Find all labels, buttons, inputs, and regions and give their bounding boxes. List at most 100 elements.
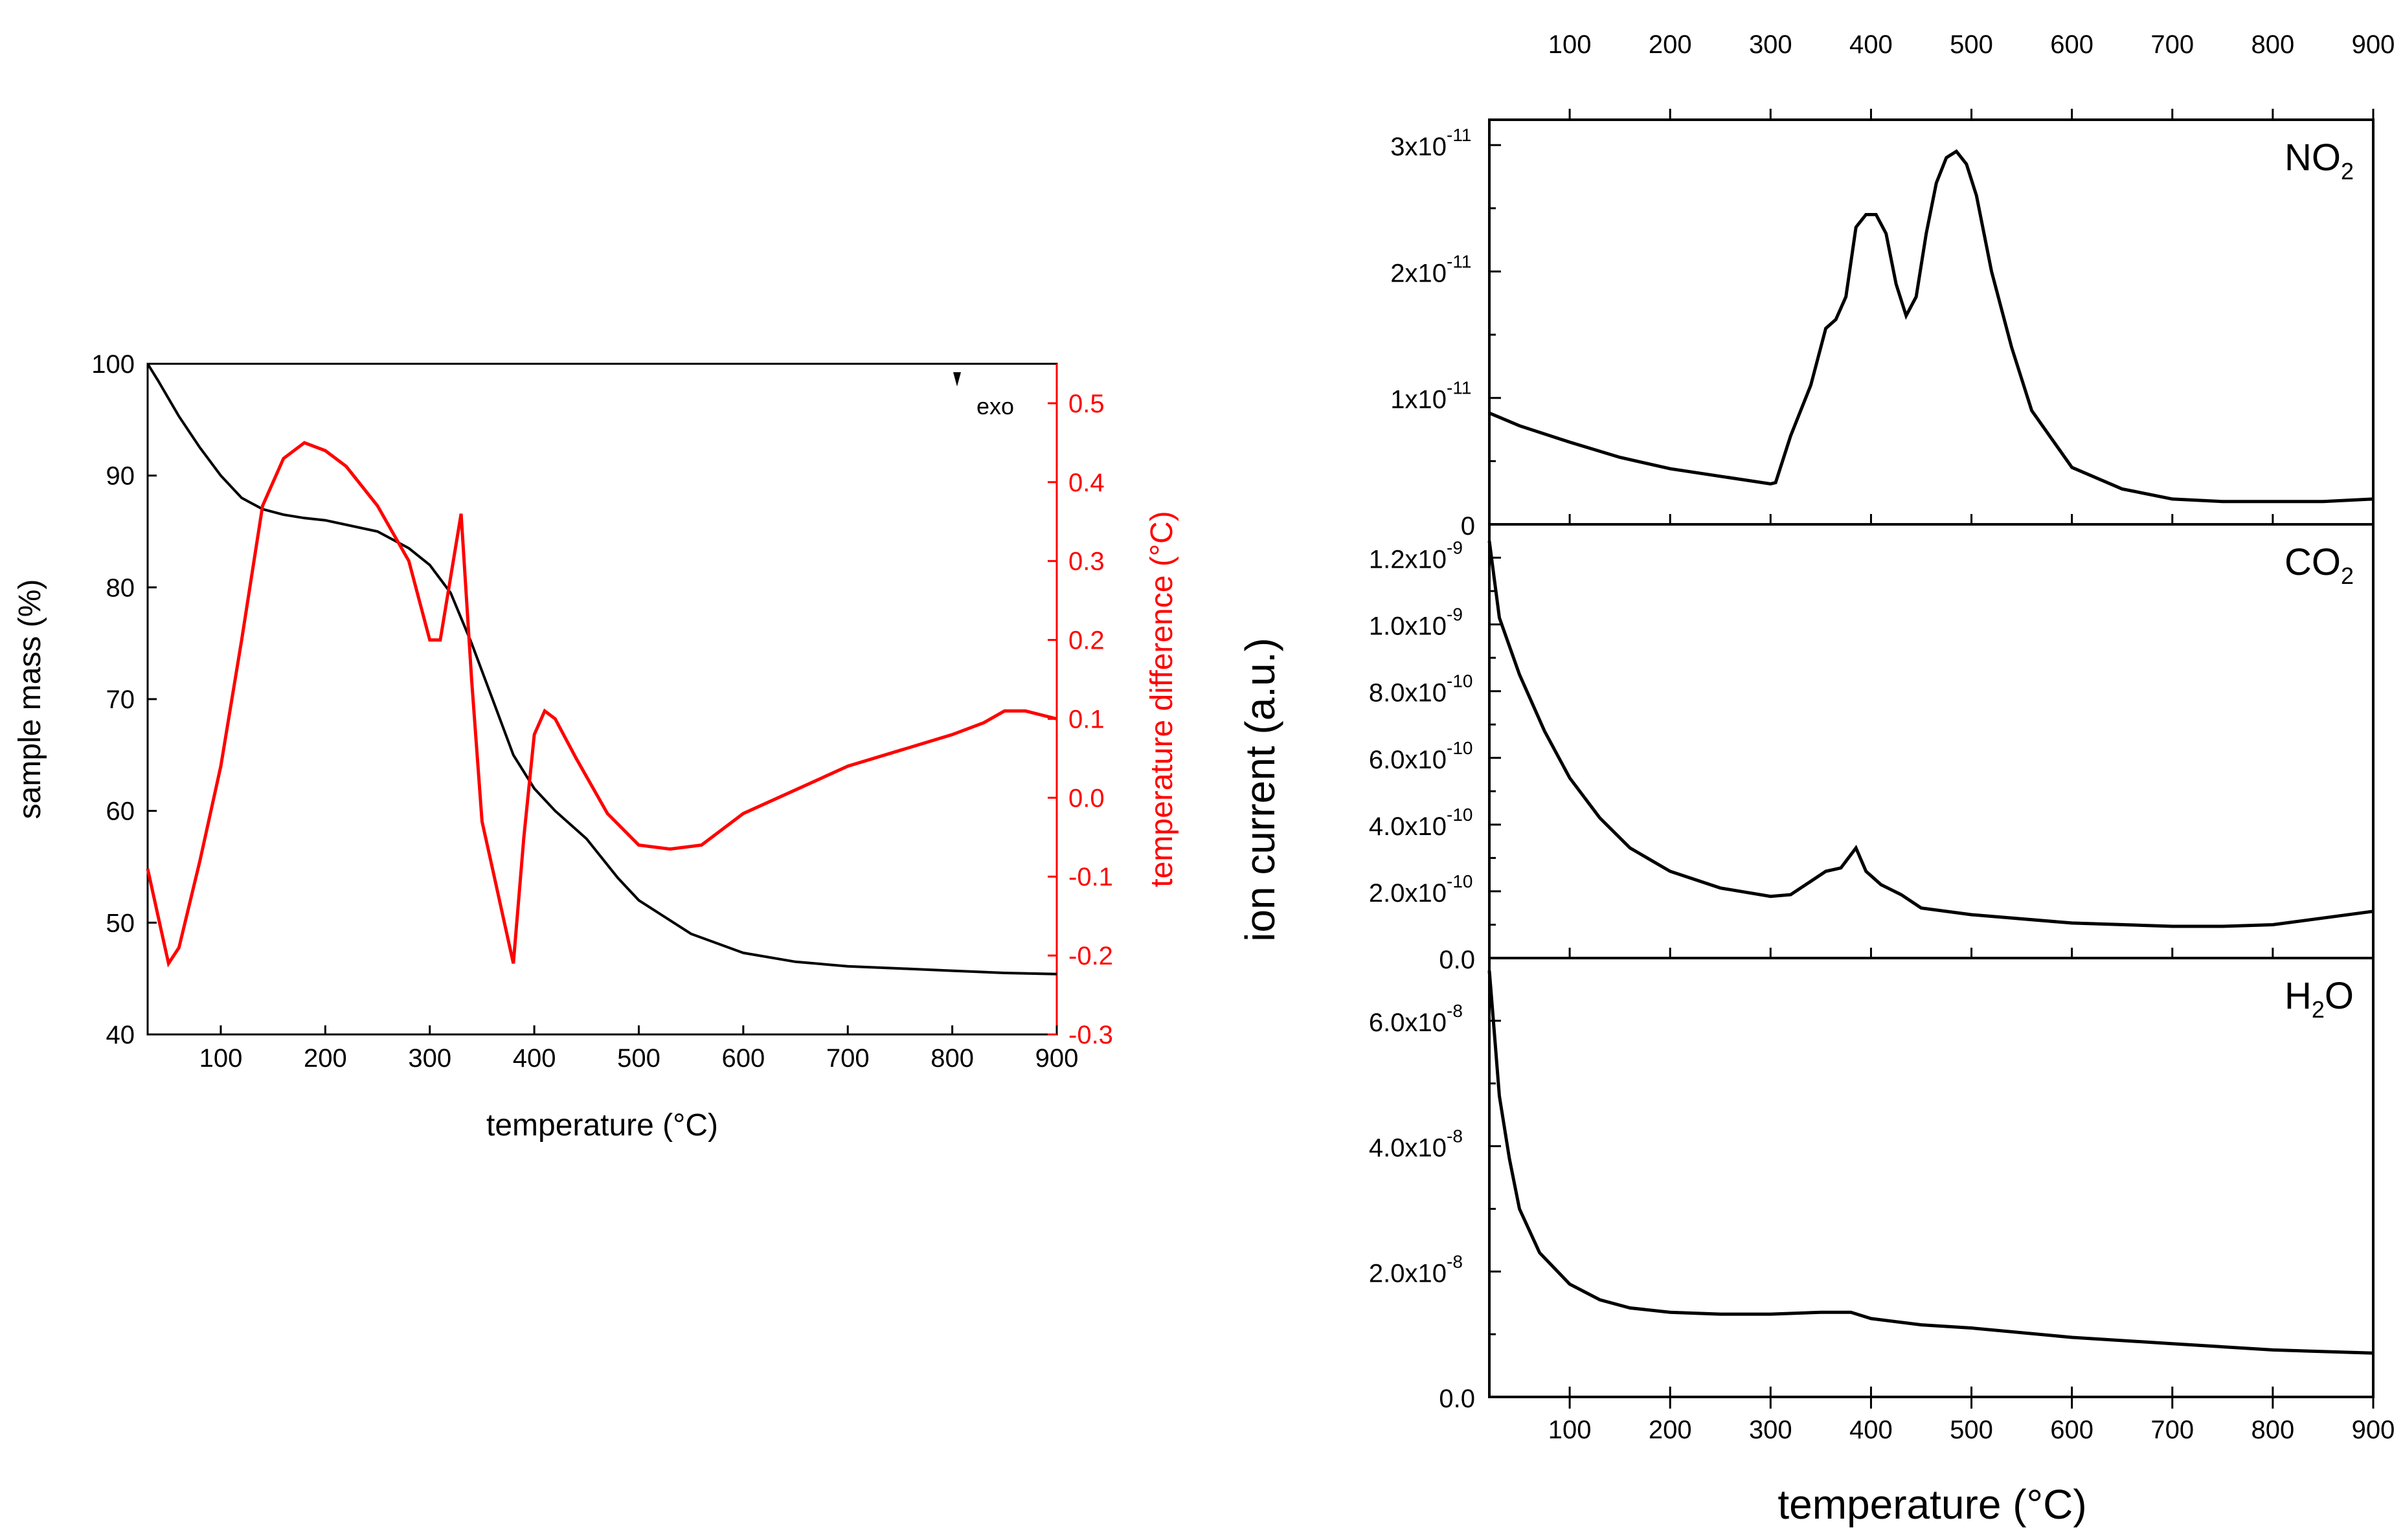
y2-tick-label: 0.2: [1068, 627, 1105, 655]
top-x-tick-label: 300: [1749, 30, 1792, 59]
bottom-x-tick-label: 400: [1849, 1416, 1893, 1444]
top-x-tick-label: 800: [2251, 30, 2295, 59]
top-x-tick-label: 900: [2352, 30, 2395, 59]
series-line-co2: [1487, 541, 2374, 928]
right-bottom-x-axis: 100 200 300 400 500 600 700 800 900: [1548, 1397, 2395, 1444]
y-tick-label: 2.0x10: [1369, 879, 1447, 908]
y-tick-exponent: -11: [1447, 251, 1471, 271]
bottom-x-tick-label: 200: [1649, 1416, 1692, 1444]
y-tick-label: 2x10: [1390, 259, 1447, 287]
y-tick-label: 100: [91, 350, 135, 379]
y-tick-label: 1.0x10: [1369, 612, 1447, 641]
top-x-tick-label: 400: [1849, 30, 1893, 59]
y-tick-label: 2.0x10: [1369, 1259, 1447, 1288]
panel-label: H2O: [2285, 975, 2354, 1023]
series-line-h2o: [1487, 970, 2374, 1355]
bottom-x-tick-label: 700: [2150, 1416, 2194, 1444]
left-x-axis: 100 200 300 400 500 600 700 800 900: [199, 1025, 1079, 1073]
y-tick-label: 40: [106, 1021, 135, 1049]
bottom-x-tick-label: 500: [1950, 1416, 1993, 1444]
y2-tick-label: 0.4: [1068, 469, 1105, 497]
bottom-x-tick-label: 900: [2352, 1416, 2395, 1444]
y-tick-exponent: -11: [1447, 125, 1471, 145]
y-tick-label: 60: [106, 798, 135, 826]
panel-label: CO2: [2285, 541, 2354, 589]
y-tick-label: 50: [106, 909, 135, 937]
y-tick-exponent: -9: [1447, 538, 1463, 558]
y-tick-exponent: -10: [1447, 871, 1472, 891]
right-top-x-axis: 100 200 300 400 500 600 700 800 900: [1548, 30, 2395, 120]
x-tick-label: 400: [513, 1044, 556, 1073]
y-tick-label: 4.0x10: [1369, 812, 1447, 841]
left-y-axis-title: sample mass (%): [13, 579, 47, 820]
y-tick-label: 0: [1461, 512, 1475, 541]
series-line-sample-mass: [146, 363, 1057, 976]
series-line-no2: [1489, 149, 2374, 504]
top-x-tick-label: 600: [2050, 30, 2093, 59]
y-tick-label: 80: [106, 574, 135, 602]
y-tick-exponent: -10: [1447, 805, 1472, 825]
x-tick-label: 900: [1035, 1044, 1079, 1073]
panel-frame: [1488, 957, 2375, 1398]
x-tick-label: 700: [826, 1044, 870, 1073]
y-tick-exponent: -11: [1447, 378, 1471, 398]
panel-h2o: 0.02.0x10 -84.0x10 -86.0x10 -8 H2O: [1369, 957, 2375, 1413]
y-tick-label: 3x10: [1390, 133, 1447, 161]
y-tick-label: 0.0: [1439, 1385, 1475, 1413]
panel-frame: [1488, 523, 2375, 959]
y-tick-label: 70: [106, 686, 135, 714]
y-tick-exponent: -8: [1447, 1001, 1463, 1021]
y2-tick-label: 0.0: [1068, 784, 1105, 812]
y2-tick-label: -0.2: [1068, 942, 1113, 970]
tg-dta-chart: 100 200 300 400 500 600 700 800 900 40 50 60 70 80 90…: [13, 350, 1179, 1143]
y-tick-exponent: -10: [1447, 671, 1472, 691]
x-tick-label: 800: [931, 1044, 974, 1073]
panel-co2: 0.02.0x10 -104.0x10 -106.0x10 -108.0x10 -101…: [1369, 523, 2375, 974]
y2-tick-label: 0.5: [1068, 390, 1105, 418]
y2-tick-label: 0.3: [1068, 548, 1105, 576]
x-tick-label: 600: [721, 1044, 765, 1073]
x-tick-label: 500: [617, 1044, 660, 1073]
bottom-x-tick-label: 600: [2050, 1416, 2093, 1444]
right-y-axis-title: ion current (a.u.): [1237, 638, 1283, 942]
top-x-tick-label: 500: [1950, 30, 1993, 59]
y-tick-label: 6.0x10: [1369, 1009, 1447, 1037]
top-x-tick-label: 100: [1548, 30, 1592, 59]
panel-frame: [1488, 118, 2375, 526]
top-x-tick-label: 700: [2150, 30, 2194, 59]
y-tick-label: 8.0x10: [1369, 679, 1447, 708]
left-y-axis: 40 50 60 70 80 90 100: [91, 350, 157, 1049]
y-tick-label: 0.0: [1439, 946, 1475, 974]
y2-tick-label: -0.1: [1068, 863, 1113, 891]
y-tick-exponent: -8: [1447, 1251, 1463, 1271]
series-line-temperature-difference: [146, 441, 1057, 968]
y-tick-label: 1x10: [1390, 386, 1447, 414]
y-tick-exponent: -8: [1447, 1126, 1463, 1146]
bottom-x-tick-label: 300: [1749, 1416, 1792, 1444]
right-x-axis-title: temperature (°C): [1777, 1481, 2086, 1528]
left-y2-axis-title: temperature difference (°C): [1145, 511, 1179, 887]
y-tick-label: 90: [106, 462, 135, 491]
left-y2-axis: -0.3 -0.2 -0.1 0.0 0.1 0.2 0.3 0.4 0.5: [1048, 390, 1113, 1049]
y2-tick-label: 0.1: [1068, 705, 1105, 733]
y-tick-exponent: -9: [1447, 605, 1463, 625]
y-tick-label: 1.2x10: [1369, 546, 1447, 574]
x-tick-label: 100: [199, 1044, 243, 1073]
left-plot-frame: [146, 363, 1058, 1036]
panel-label: NO2: [2285, 137, 2354, 184]
bottom-x-tick-label: 100: [1548, 1416, 1592, 1444]
x-tick-label: 300: [408, 1044, 451, 1073]
bottom-x-tick-label: 800: [2251, 1416, 2295, 1444]
left-x-axis-title: temperature (°C): [486, 1108, 718, 1143]
x-tick-label: 200: [304, 1044, 347, 1073]
top-x-tick-label: 200: [1649, 30, 1692, 59]
y2-tick-label: -0.3: [1068, 1021, 1113, 1049]
y-tick-label: 6.0x10: [1369, 746, 1447, 774]
y-tick-exponent: -10: [1447, 738, 1472, 758]
y-tick-label: 4.0x10: [1369, 1134, 1447, 1163]
exo-annotation: exo: [976, 393, 1014, 419]
